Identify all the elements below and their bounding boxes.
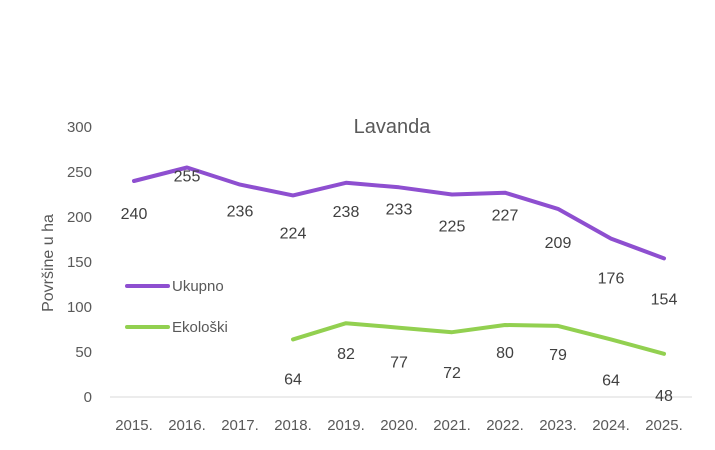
y-tick-label: 0 <box>84 389 92 406</box>
y-tick-label: 50 <box>75 344 92 361</box>
x-tick-label: 2023. <box>539 417 577 434</box>
x-tick-label: 2022. <box>486 417 524 434</box>
x-tick-label: 2018. <box>274 417 312 434</box>
data-label-ukupno: 225 <box>439 219 466 236</box>
data-label-ukupno: 154 <box>651 291 678 308</box>
data-label-ukupno: 233 <box>386 201 413 218</box>
data-label-ekoloki: 72 <box>443 365 461 382</box>
data-labels: 240 255 236 224 238 233 225 227 209 176 154 64 82 77 7… <box>121 169 678 405</box>
data-label-ukupno: 209 <box>545 235 572 252</box>
legend-label-ukupno: Ukupno <box>172 278 224 295</box>
data-label-ekoloki: 80 <box>496 345 514 362</box>
x-axis-ticks: 2015. 2016. 2017. 2018. 2019. 2020. 2021. 2022.… <box>115 417 683 434</box>
data-label-ukupno: 227 <box>492 208 519 225</box>
data-label-ekoloki: 64 <box>284 371 302 388</box>
y-tick-label: 100 <box>67 299 92 316</box>
series-line-ekoloki <box>291 321 666 356</box>
legend: Ukupno Ekološki <box>125 278 228 336</box>
y-tick-label: 150 <box>67 254 92 271</box>
x-tick-label: 2025. <box>645 417 683 434</box>
x-tick-label: 2015. <box>115 417 153 434</box>
data-label-ukupno: 255 <box>174 169 201 186</box>
data-label-ekoloki: 48 <box>655 388 673 405</box>
data-label-ekoloki: 79 <box>549 347 567 364</box>
data-label-ekoloki: 77 <box>390 355 408 372</box>
x-tick-label: 2024. <box>592 417 630 434</box>
data-label-ukupno: 240 <box>121 206 148 223</box>
x-tick-label: 2017. <box>221 417 259 434</box>
chart-title: Lavanda <box>354 116 432 138</box>
y-tick-label: 200 <box>67 209 92 226</box>
data-label-ekoloki: 64 <box>602 372 620 389</box>
data-label-ukupno: 238 <box>333 204 360 221</box>
data-label-ukupno: 236 <box>227 204 254 221</box>
series-group <box>132 165 666 356</box>
data-label-ukupno: 176 <box>598 271 625 288</box>
y-tick-label: 250 <box>67 164 92 181</box>
x-tick-label: 2020. <box>380 417 418 434</box>
legend-label-ekoloski: Ekološki <box>172 319 228 336</box>
x-tick-label: 2019. <box>327 417 365 434</box>
data-label-ukupno: 224 <box>280 225 307 242</box>
data-label-ekoloki: 82 <box>337 346 355 363</box>
x-tick-label: 2021. <box>433 417 471 434</box>
x-tick-label: 2016. <box>168 417 206 434</box>
y-axis-label: Površine u ha <box>40 214 57 312</box>
y-tick-label: 300 <box>67 119 92 136</box>
y-axis-ticks: 0 50 100 150 200 250 300 <box>67 119 92 406</box>
